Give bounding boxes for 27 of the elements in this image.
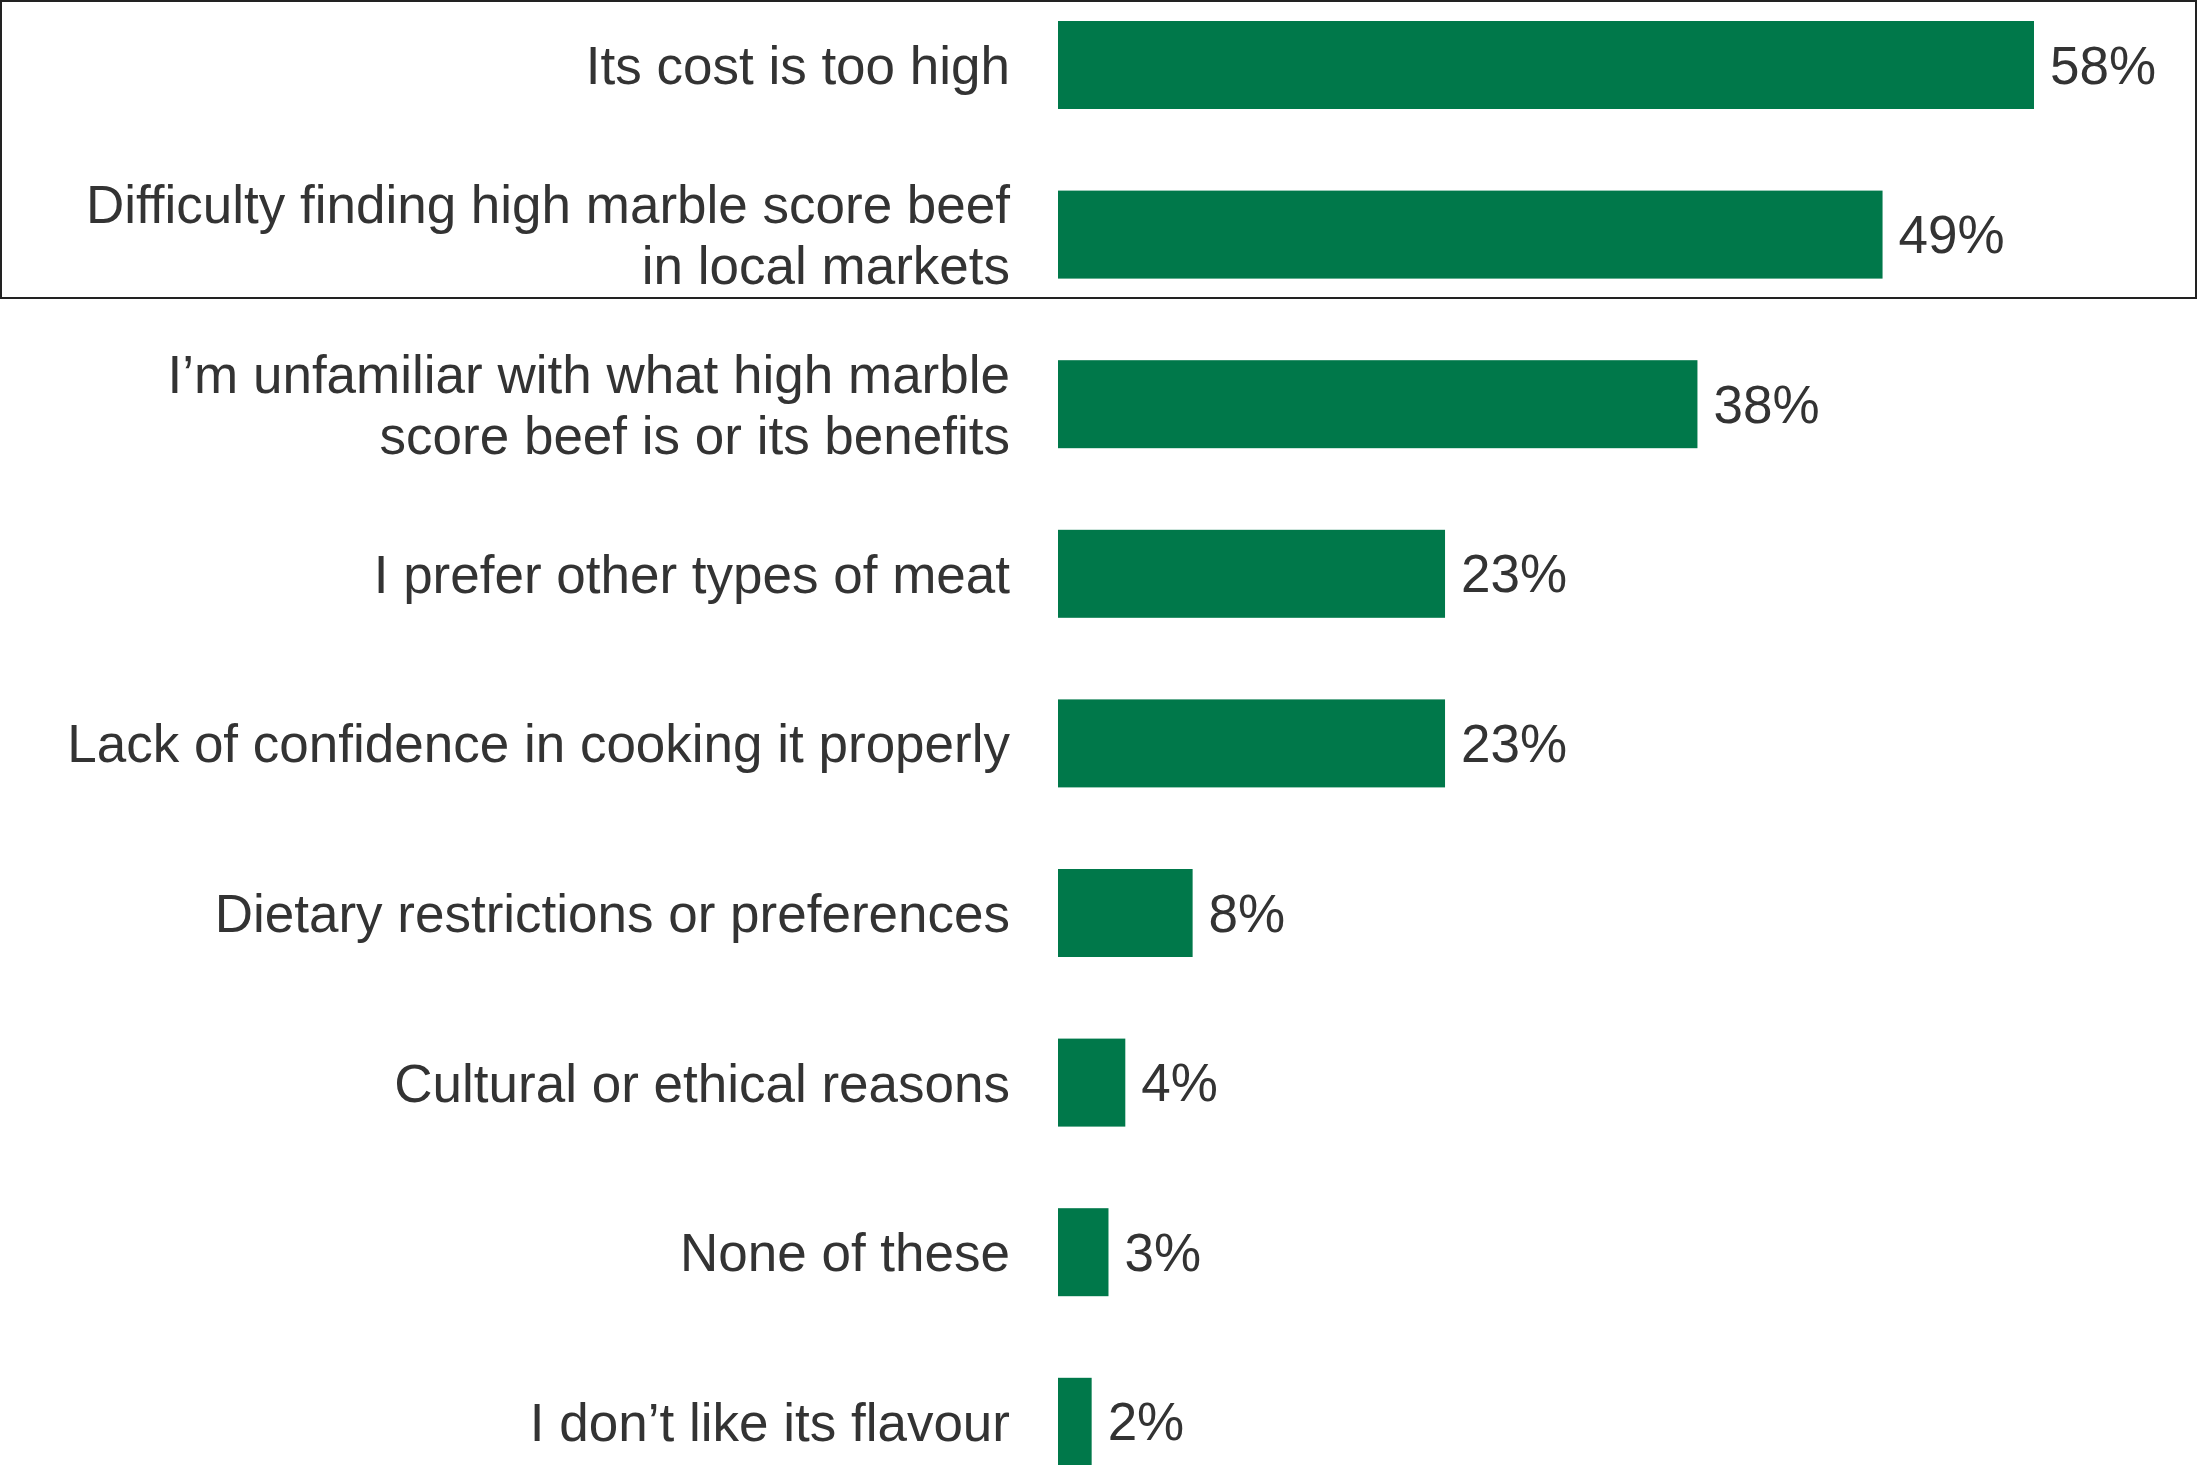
bar xyxy=(1058,699,1446,788)
data-label: 8% xyxy=(1208,883,1286,943)
y-tick-label: Difficulty finding high marble score beef in local markets xyxy=(85,174,1011,295)
y-tick-label: I’m unfamiliar with what high marble score beef is or its benefits xyxy=(167,344,1010,465)
y-tick-label: I prefer other types of meat xyxy=(373,544,1011,604)
data-label: 58% xyxy=(2050,35,2157,95)
data-label: 38% xyxy=(1713,374,1820,434)
data-label: 3% xyxy=(1124,1222,1202,1282)
data-label: 23% xyxy=(1461,713,1568,773)
bar xyxy=(1058,869,1193,957)
data-label: 23% xyxy=(1461,544,1568,604)
bar xyxy=(1058,21,2034,109)
data-label: 4% xyxy=(1141,1053,1218,1113)
bar xyxy=(1058,1377,1092,1465)
y-tick-label: Cultural or ethical reasons xyxy=(394,1053,1010,1113)
y-tick-label: Lack of confidence in cooking it properly xyxy=(67,713,1011,773)
y-tick-label: I don’t like its flavour xyxy=(529,1392,1010,1452)
bar xyxy=(1058,190,1883,279)
data-label: 49% xyxy=(1898,205,2005,265)
bar xyxy=(1058,360,1698,449)
bar xyxy=(1058,529,1446,618)
data-label: 2% xyxy=(1107,1392,1185,1452)
bar xyxy=(1058,1208,1109,1297)
bar xyxy=(1058,1038,1126,1127)
y-tick-label: Its cost is too high xyxy=(585,35,1010,95)
y-tick-label: None of these xyxy=(679,1222,1010,1282)
y-tick-label: Dietary restrictions or preferences xyxy=(214,883,1010,943)
